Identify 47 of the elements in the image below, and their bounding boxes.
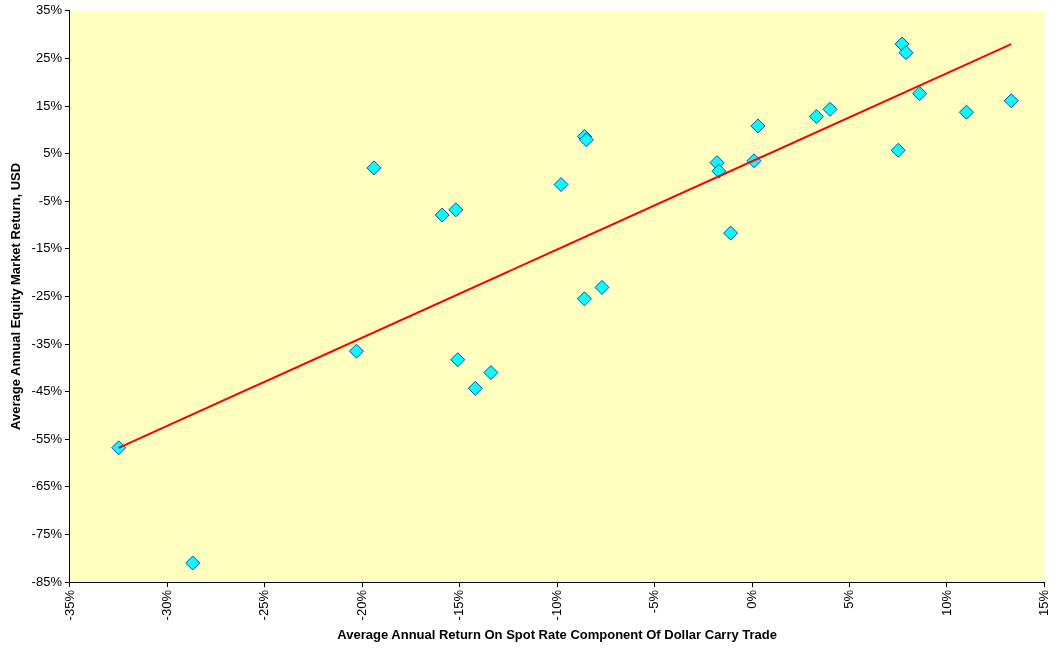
point <box>450 352 466 368</box>
x-tick-label: 10% <box>938 589 954 617</box>
x-tick-label: -20% <box>353 589 369 621</box>
x-tick-label: -25% <box>256 589 272 621</box>
point <box>467 380 483 396</box>
y-tick-label: -85% <box>31 573 63 589</box>
point <box>483 365 499 381</box>
y-tick-label: -55% <box>31 430 63 446</box>
y-tick-label: 15% <box>35 97 63 113</box>
point <box>890 142 906 158</box>
point <box>434 207 450 223</box>
x-tick-label: 5% <box>841 589 857 609</box>
y-tick-label: 5% <box>43 145 63 161</box>
point <box>366 160 382 176</box>
x-tick-label: -5% <box>646 589 662 614</box>
x-tick-label: -30% <box>158 589 174 621</box>
x-tick-label: 15% <box>1035 589 1051 617</box>
y-tick-label: -75% <box>31 526 63 542</box>
y-axis-title: Average Annual Equity Market Return, USD <box>8 162 24 430</box>
y-tick-label: -15% <box>31 240 63 256</box>
y-tick-label: -5% <box>38 192 63 208</box>
y-tick-label: -25% <box>31 288 63 303</box>
point <box>348 343 364 359</box>
x-axis-title: Average Annual Return On Spot Rate Component Of Dollar Carry Trade <box>337 626 778 642</box>
point <box>576 291 592 307</box>
point <box>723 225 739 241</box>
point <box>553 177 569 193</box>
point <box>822 101 838 117</box>
point <box>1003 93 1019 109</box>
point <box>958 104 974 120</box>
point <box>185 555 201 571</box>
point <box>448 202 464 218</box>
point <box>808 108 824 124</box>
point <box>711 163 727 179</box>
x-tick-label: 0% <box>743 589 759 609</box>
point <box>898 45 914 61</box>
x-tick-label: -10% <box>548 589 564 621</box>
x-tick-label: -15% <box>451 589 467 621</box>
point <box>594 279 610 295</box>
y-tick-label: -35% <box>31 335 63 351</box>
point <box>750 118 766 134</box>
point <box>912 86 928 102</box>
y-tick-label: -65% <box>31 478 63 494</box>
y-tick-label: 35% <box>35 2 63 18</box>
y-tick-label: 25% <box>35 49 63 65</box>
point <box>578 132 594 148</box>
y-tick-label: -45% <box>31 383 63 399</box>
